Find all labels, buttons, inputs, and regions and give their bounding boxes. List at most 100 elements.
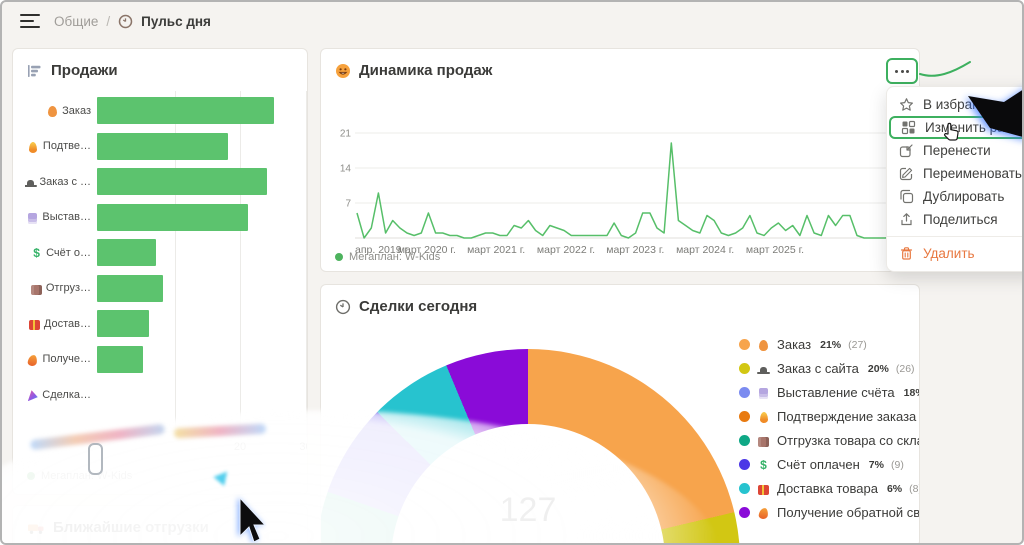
truck-icon bbox=[28, 524, 44, 534]
clock-icon bbox=[335, 299, 351, 314]
star-icon bbox=[900, 98, 913, 111]
bar-category-label: Выстав… bbox=[25, 211, 91, 224]
menu-item-move[interactable]: Перенести › bbox=[887, 139, 1022, 162]
bar-track bbox=[97, 310, 299, 338]
bar-track bbox=[97, 239, 299, 267]
deals-legend-item[interactable]: Получение обратной связи bbox=[739, 505, 919, 520]
shipments-panel-header: Ближайшие отгрузки bbox=[13, 506, 307, 536]
sales-bar-row[interactable]: Достав… bbox=[25, 306, 299, 342]
legend-gift-icon bbox=[757, 482, 770, 495]
sales-bar-row[interactable]: Сделка… bbox=[25, 377, 299, 413]
sales-panel: Продажи Заказ Подтве… Заказ с … Выстав… Счёт… bbox=[12, 48, 308, 495]
sales-bar-row[interactable]: Счёт о… bbox=[25, 235, 299, 271]
deals-panel-header: Сделки сегодня bbox=[321, 285, 919, 315]
legend-dot-icon bbox=[739, 339, 750, 350]
hamburger-menu-icon[interactable] bbox=[20, 14, 40, 28]
legend-flame-icon bbox=[757, 410, 770, 423]
legend-hat-icon bbox=[757, 362, 770, 375]
sales-bar-row[interactable]: Выстав… bbox=[25, 200, 299, 236]
stage-fire-icon bbox=[26, 353, 39, 366]
legend-count: (9) bbox=[890, 458, 904, 471]
legend-dot-icon bbox=[739, 363, 750, 374]
deals-legend-item[interactable]: Подтверждение заказа bbox=[739, 409, 919, 424]
gridline bbox=[174, 91, 176, 437]
bar-track bbox=[97, 345, 299, 373]
bar[interactable] bbox=[97, 274, 163, 302]
menu-item-label: Изменить размер bbox=[925, 120, 1024, 135]
menu-item-favorite[interactable]: В избранное bbox=[887, 93, 1022, 116]
top-bar: Общие / Пульс дня bbox=[2, 2, 1022, 40]
stage-gift-icon bbox=[28, 317, 41, 330]
bar[interactable] bbox=[97, 203, 248, 231]
legend-dot-icon bbox=[739, 411, 750, 422]
bar[interactable] bbox=[97, 97, 274, 125]
legend-label: Заказ с сайта bbox=[777, 361, 859, 376]
trash-icon bbox=[900, 247, 913, 260]
sales-bar-row[interactable]: Получе… bbox=[25, 342, 299, 378]
sales-series-legend[interactable]: Мегаплан: W-Kids bbox=[27, 470, 132, 482]
bar-category-label: Подтве… bbox=[25, 140, 91, 153]
deals-panel-title: Сделки сегодня bbox=[359, 298, 478, 315]
svg-text:март 2024 г.: март 2024 г. bbox=[676, 244, 734, 256]
shipments-panel: Ближайшие отгрузки bbox=[12, 505, 308, 543]
bar-category-label: Достав… bbox=[25, 317, 91, 330]
deals-legend-item[interactable]: Заказ с сайта 20% (26) bbox=[739, 361, 919, 376]
bar[interactable] bbox=[97, 310, 150, 338]
stage-box-icon bbox=[30, 282, 43, 295]
sales-bar-row[interactable]: Отгруз… bbox=[25, 271, 299, 307]
sales-panel-header: Продажи bbox=[13, 49, 307, 79]
annotation-curve bbox=[919, 61, 971, 77]
bar[interactable] bbox=[97, 168, 268, 196]
bar[interactable] bbox=[97, 132, 228, 160]
sales-series-label: Мегаплан: W-Kids bbox=[41, 470, 133, 482]
sales-bar-row[interactable]: Заказ bbox=[25, 93, 299, 129]
stage-dollar-icon bbox=[30, 246, 43, 259]
sales-bar-chart: Заказ Подтве… Заказ с … Выстав… Счёт о… Отгру… bbox=[25, 93, 299, 413]
menu-item-delete[interactable]: Удалить bbox=[887, 242, 1022, 265]
bar-category-label: Сделка… bbox=[25, 388, 91, 401]
deals-legend-item[interactable]: Отгрузка товара со склада bbox=[739, 433, 919, 448]
more-options-button[interactable] bbox=[886, 58, 918, 84]
menu-item-rename[interactable]: Переименовать bbox=[887, 162, 1022, 185]
bar-category-label: Заказ с … bbox=[25, 175, 91, 188]
bar-track bbox=[97, 132, 299, 160]
menu-item-label: Переименовать bbox=[923, 166, 1022, 181]
breadcrumb-root[interactable]: Общие bbox=[54, 13, 99, 29]
dynamics-series-legend[interactable]: Мегаплан: W-Kids bbox=[335, 251, 440, 263]
menu-item-duplicate[interactable]: Дублировать bbox=[887, 185, 1022, 208]
menu-item-resize[interactable]: Изменить размер bbox=[889, 116, 1024, 139]
deals-legend-item[interactable]: Выставление счёта 18% bbox=[739, 385, 919, 400]
legend-percent: 20% bbox=[867, 362, 889, 375]
resize-grid-icon bbox=[901, 120, 916, 135]
deals-legend-item[interactable]: Счёт оплачен 7% (9) bbox=[739, 457, 919, 472]
deals-total-value: 127 bbox=[499, 491, 557, 529]
svg-text:14: 14 bbox=[340, 164, 352, 175]
series-dot-icon bbox=[27, 472, 35, 480]
gridline bbox=[240, 91, 241, 437]
menu-item-share[interactable]: Поделиться bbox=[887, 208, 1022, 231]
deals-legend-item[interactable]: Заказ 21% (27) bbox=[739, 337, 919, 352]
bar-category-label: Отгруз… bbox=[25, 282, 91, 295]
sales-bar-row[interactable]: Заказ с … bbox=[25, 164, 299, 200]
legend-label: Отгрузка товара со склада bbox=[777, 433, 919, 448]
rename-icon bbox=[899, 167, 913, 181]
legend-label: Заказ bbox=[777, 337, 812, 352]
share-icon bbox=[901, 213, 912, 226]
legend-count: (26) bbox=[895, 362, 915, 375]
stage-blob-icon bbox=[46, 104, 59, 117]
dynamics-panel-title: Динамика продаж bbox=[359, 62, 493, 79]
svg-text:7: 7 bbox=[345, 199, 351, 210]
svg-text:март 2020 г.: март 2020 г. bbox=[398, 244, 456, 256]
deals-legend-item[interactable]: Доставка товара 6% (8) bbox=[739, 481, 919, 496]
bar-category-label: Получе… bbox=[25, 353, 91, 366]
menu-item-label: В избранное bbox=[923, 97, 1003, 112]
bar[interactable] bbox=[97, 239, 156, 267]
sales-bar-row[interactable]: Подтве… bbox=[25, 129, 299, 165]
legend-doc-icon bbox=[757, 386, 770, 399]
widget-context-menu: В избранное Изменить размер Перенести › bbox=[886, 86, 1024, 272]
bar[interactable] bbox=[97, 345, 143, 373]
dynamics-series-label: Мегаплан: W-Kids bbox=[349, 251, 441, 263]
legend-percent: 7% bbox=[868, 458, 884, 471]
smiley-icon bbox=[336, 63, 350, 78]
